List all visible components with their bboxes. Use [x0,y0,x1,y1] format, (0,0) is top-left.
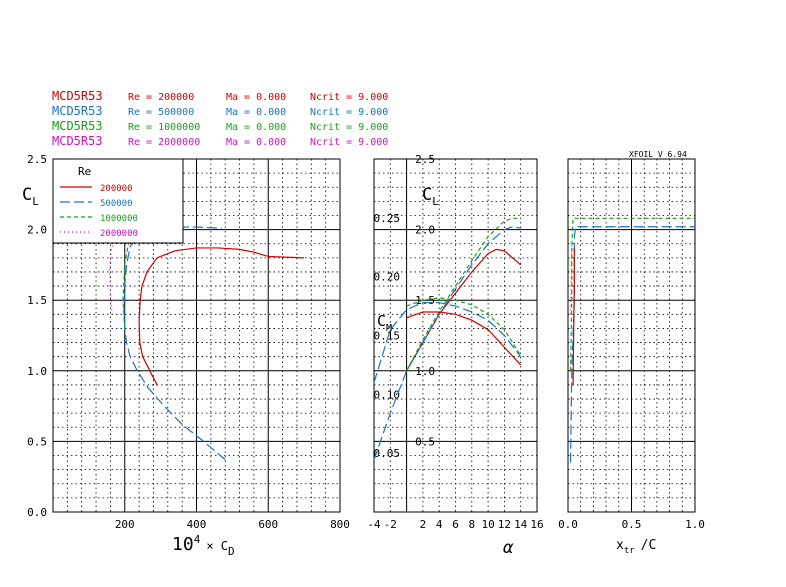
alpha-axis-label: α [503,538,514,558]
x-tick-label: 14 [514,518,528,531]
legend-label: 500000 [100,199,133,209]
x-tick-label: 6 [452,518,459,531]
xtr-series-500000 [569,226,695,463]
legend-label: 2000000 [100,229,138,239]
x-tick-label: -4 [367,518,381,531]
cl-mid-label: CL [422,185,439,208]
header-mach: Ma = 0.000 [226,122,286,133]
cm-tick-label: 0.25 [374,212,401,225]
cl-tick-label: 1.5 [415,294,435,307]
x-tick-label: 400 [187,518,207,531]
header-airfoil-name: MCD5R53 [52,119,103,133]
cd-axis-label: 104 × CD [172,533,235,558]
x-tick-label: 0.5 [622,518,642,531]
y-tick-label: 1.0 [27,365,47,378]
x-tick-label: 10 [481,518,494,531]
cm-tick-label: 0.05 [374,447,401,460]
y-tick-label: 0.0 [27,506,47,519]
header-reynolds: Re = 1000000 [128,122,200,133]
cm-tick-label: 0.20 [374,271,401,284]
cm-series-200000 [406,311,522,366]
x-tick-label: 200 [115,518,135,531]
header-airfoil-name: MCD5R53 [52,134,103,148]
version-label: XFOIL V 6.94 [629,150,687,159]
xtr-series-200000 [572,247,575,385]
xtr-series-2000000 [569,243,573,315]
header-ncrit: Ncrit = 9.000 [310,107,388,118]
header: MCD5R53 Re = 200000 Ma = 0.000 Ncrit = 9.00… [52,89,388,148]
cl-cm-alpha-panel: -4 -2 2 4 6 8 10 12 14 16 0.5 1.0 1.5 2.0 2.5 0.05 0.10 0… [367,153,543,531]
y-tick-label: 2.0 [27,224,47,237]
cm-tick-label: 0.10 [374,388,401,401]
x-tick-label: 2 [420,518,427,531]
legend: Re 200000 500000 1000000 2000000 [52,158,184,244]
x-tick-label: 600 [258,518,278,531]
xtr-axis-label: xtr/C [616,538,656,556]
cm-mid-label: CM [377,312,392,334]
header-mach: Ma = 0.000 [226,92,286,103]
header-reynolds: Re = 200000 [128,92,194,103]
x-tick-label: 0.0 [558,518,578,531]
x-tick-label: 16 [530,518,543,531]
cl-tick-label: 0.5 [415,435,435,448]
cl-series-1000000 [406,217,521,372]
x-tick-label: 8 [468,518,475,531]
header-ncrit: Ncrit = 9.000 [310,137,388,148]
series-line-200000 [138,247,305,386]
y-tick-label: 2.5 [27,153,47,166]
x-tick-label: 1.0 [685,518,705,531]
header-mach: Ma = 0.000 [226,107,286,118]
cm-series-1000000 [406,297,522,356]
header-reynolds: Re = 500000 [128,107,194,118]
header-ncrit: Ncrit = 9.000 [310,92,388,103]
header-reynolds: Re = 2000000 [128,137,200,148]
header-ncrit: Ncrit = 9.000 [310,122,388,133]
header-airfoil-name: MCD5R53 [52,89,103,103]
cl-tick-label: 2.5 [415,153,435,166]
y-tick-label: 1.5 [27,294,47,307]
x-tick-label: 800 [330,518,350,531]
transition-panel: 0.0 0.5 1.0 [558,158,705,531]
cl-tick-label: 1.0 [415,365,435,378]
legend-label: 1000000 [100,214,138,224]
legend-label: 200000 [100,184,133,194]
legend-title: Re [78,165,91,178]
cl-left-label: CL [22,185,39,208]
cl-series-500000 [373,226,521,460]
cm-tick-label: 0.15 [374,330,401,343]
header-mach: Ma = 0.000 [226,137,286,148]
x-tick-label: 12 [498,518,511,531]
legend-box [52,158,184,244]
x-tick-label: 4 [436,518,443,531]
cl-series-200000 [406,248,522,372]
xtr-series-1000000 [569,217,695,371]
header-airfoil-name: MCD5R53 [52,104,103,118]
cl-tick-label: 2.0 [415,224,435,237]
x-tick-label: -2 [384,518,397,531]
y-tick-label: 0.5 [27,435,47,448]
